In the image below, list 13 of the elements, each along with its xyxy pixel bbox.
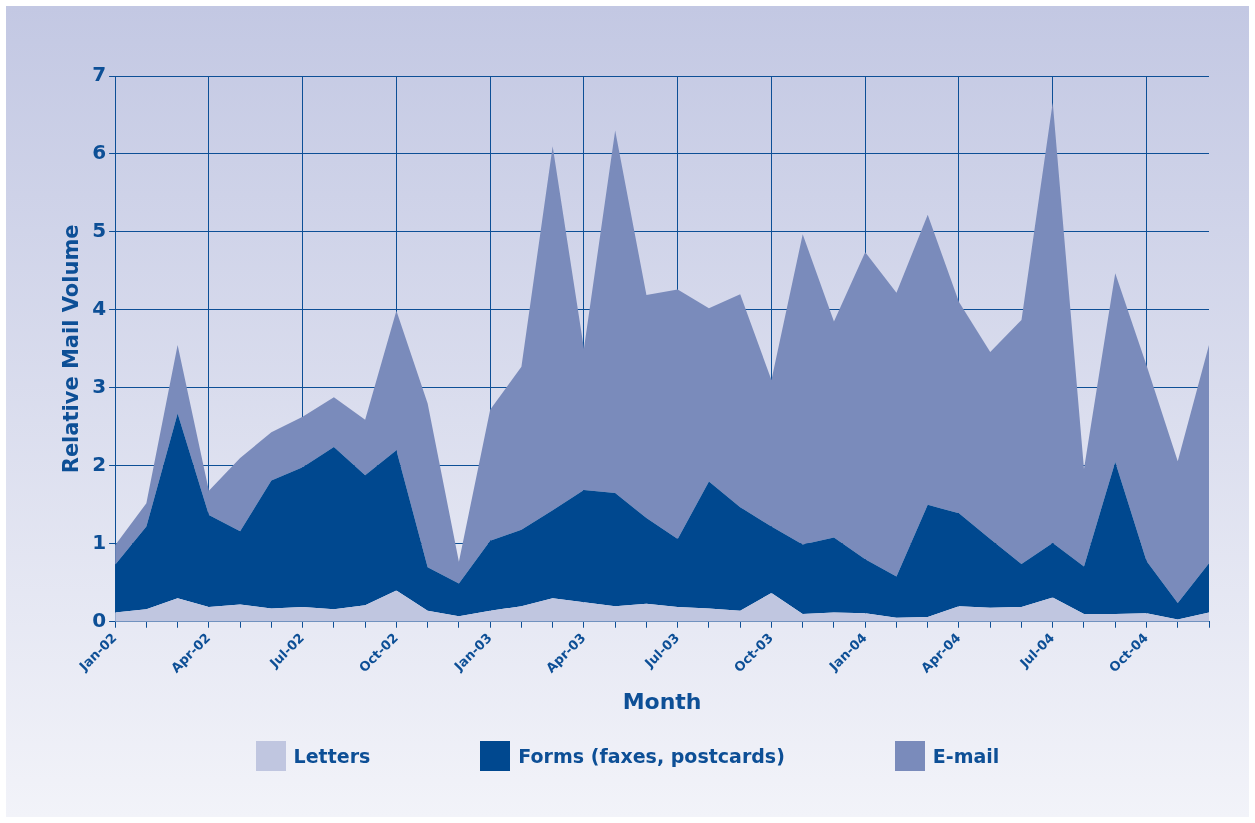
x-axis-title: Month — [622, 688, 702, 714]
legend-label: Forms (faxes, postcards) — [518, 745, 785, 767]
y-axis-title: Relative Mail Volume — [59, 224, 84, 474]
y-tick-label: 6 — [92, 140, 107, 165]
y-tick-label: 2 — [92, 452, 107, 477]
y-tick-label: 7 — [92, 62, 107, 87]
y-tick-label: 3 — [92, 374, 107, 399]
y-tick-label: 4 — [92, 296, 107, 321]
legend-label: Letters — [293, 745, 371, 767]
legend-label: E-mail — [932, 745, 1000, 767]
y-tick-label: 5 — [92, 218, 107, 243]
y-tick-label: 0 — [92, 607, 107, 632]
y-tick-label: 1 — [92, 529, 107, 554]
